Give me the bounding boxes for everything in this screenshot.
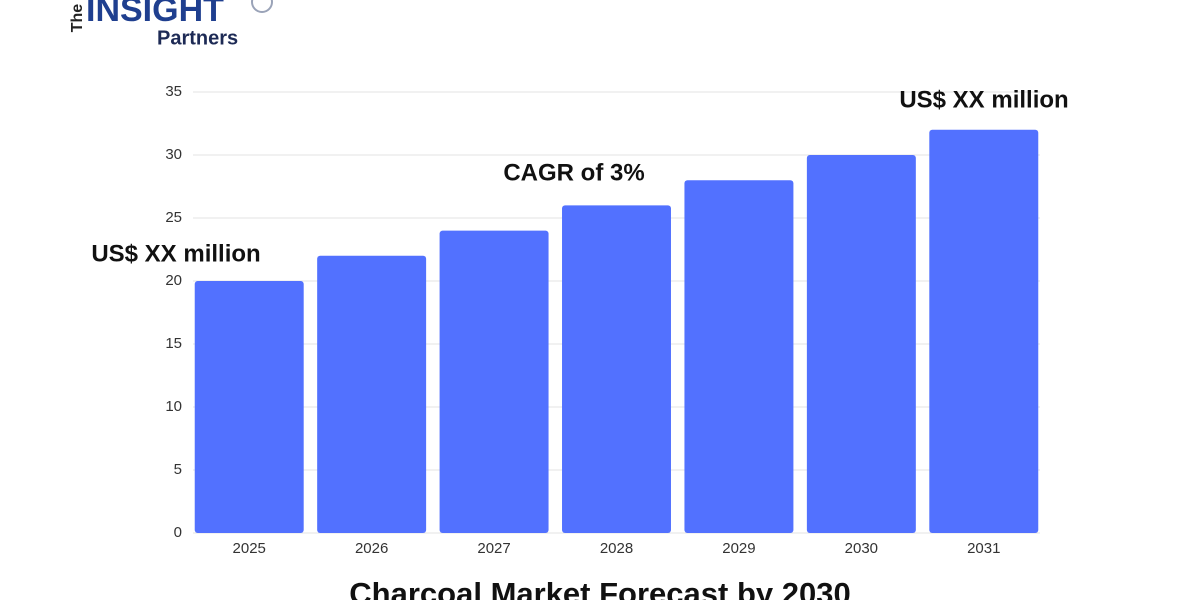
logo: The INSIGHT Partners bbox=[69, 0, 273, 49]
y-tick-label: 25 bbox=[165, 209, 182, 226]
bar bbox=[562, 205, 671, 533]
x-tick-label: 2027 bbox=[477, 540, 510, 557]
chart-title: Charcoal Market Forecast by 2030 bbox=[349, 576, 850, 600]
x-tick-label: 2028 bbox=[600, 540, 633, 557]
annotation: US$ XX million bbox=[899, 86, 1068, 113]
annotation: US$ XX million bbox=[91, 240, 260, 267]
logo-prefix: The bbox=[69, 4, 86, 33]
y-tick-label: 20 bbox=[165, 272, 182, 289]
x-tick-label: 2025 bbox=[233, 540, 266, 557]
y-tick-label: 10 bbox=[165, 398, 182, 415]
bar bbox=[806, 155, 916, 533]
x-tick-label: 2029 bbox=[722, 540, 755, 557]
logo-icon bbox=[251, 0, 273, 13]
bar bbox=[684, 180, 794, 533]
y-tick-label: 5 bbox=[174, 461, 182, 478]
logo-name: INSIGHT bbox=[86, 0, 224, 29]
x-tick-label: 2026 bbox=[355, 540, 388, 557]
annotation: CAGR of 3% bbox=[503, 159, 644, 186]
y-tick-label: 30 bbox=[165, 146, 182, 163]
bar bbox=[929, 129, 1039, 534]
x-tick-label: 2031 bbox=[967, 540, 1000, 557]
y-tick-label: 0 bbox=[174, 524, 182, 541]
x-tick-label: 2030 bbox=[845, 540, 878, 557]
y-tick-label: 35 bbox=[165, 83, 182, 100]
bar bbox=[439, 230, 549, 533]
y-tick-label: 15 bbox=[165, 335, 182, 352]
bar bbox=[194, 281, 304, 533]
bar bbox=[317, 255, 427, 534]
logo-suffix: Partners bbox=[157, 27, 238, 49]
